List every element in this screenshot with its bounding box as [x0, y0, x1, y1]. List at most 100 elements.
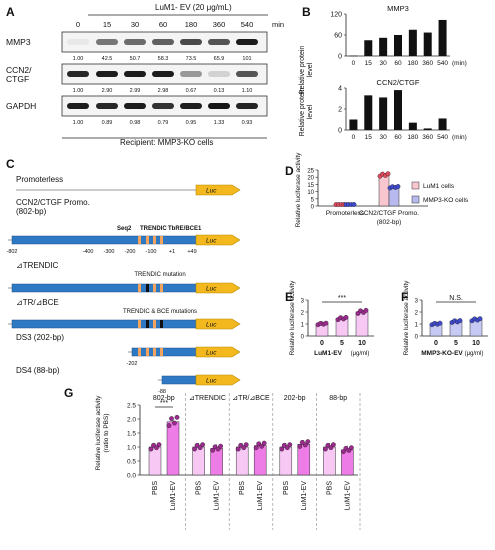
timepoint-label: 30	[131, 20, 139, 29]
g-xtick-label: PBS	[283, 481, 290, 495]
blot-band	[236, 103, 258, 109]
western-blots: MMP3 1.00 42.5 50.7 58.3 73.5 65.9 101 CCN2/CTGF…	[6, 31, 268, 139]
b-xtick-label: 30	[380, 60, 388, 67]
b-bar	[423, 32, 432, 56]
timepoint-label: 180	[185, 20, 198, 29]
position-tick: -802	[6, 249, 17, 255]
blot-label: GAPDH	[6, 101, 36, 111]
mutation-note: TRENDIC & BCE mutations	[123, 309, 197, 315]
ytick-label: 2.5	[127, 403, 136, 410]
blot-band	[67, 39, 89, 45]
b-xtick-label: 540	[437, 134, 448, 141]
sig-label: ***	[338, 295, 346, 302]
ylabel: Relative luciferase activity	[403, 280, 410, 356]
blot-band	[96, 103, 118, 109]
construct-sub: (802-bp)	[16, 207, 47, 216]
luc-label: Luc	[206, 350, 217, 357]
xunit: (μg/ml)	[465, 351, 484, 357]
d-bar	[378, 174, 390, 207]
ytick-label: 3	[301, 299, 305, 305]
ylabel: Relative luciferase activity	[289, 280, 296, 356]
site-mark	[138, 236, 141, 244]
data-point	[148, 446, 154, 452]
d-xtick-label: Promoterless	[326, 210, 365, 217]
legend-label: LuM1 cells	[423, 183, 455, 190]
g-xtick-label: LuM1-EV	[170, 481, 177, 511]
b-ylabel-line: level	[307, 104, 314, 119]
site-mark	[153, 284, 156, 292]
blot-label-line: CTGF	[6, 74, 29, 84]
site-mark	[160, 284, 163, 292]
blot-band	[96, 39, 118, 45]
b-bar	[394, 35, 402, 56]
b-xtick-label: 15	[365, 60, 373, 67]
xtick-label: 5	[454, 340, 458, 347]
data-point	[243, 442, 249, 448]
construct-name: ⊿TRENDIC	[16, 261, 58, 270]
quant-value: 65.9	[214, 56, 225, 62]
data-point	[351, 202, 357, 207]
g-xtick-label: LuM1-EV	[214, 481, 221, 511]
ytick-label: 0	[311, 205, 315, 211]
ytick-label: 0	[301, 335, 305, 341]
b-chart-title: CCN2/CTGF	[377, 78, 420, 87]
blot-band	[236, 39, 258, 45]
quant-value: 0.79	[158, 120, 169, 126]
blot-band	[152, 39, 174, 45]
b-x-unit: (min)	[452, 134, 467, 141]
xtick-label: 5	[340, 340, 344, 347]
timepoint-label: 360	[213, 20, 226, 29]
construct-name: DS4 (88-bp)	[16, 366, 60, 375]
d-xtick-label: (802-bp)	[377, 219, 402, 226]
quant-value: 0.98	[130, 120, 141, 126]
site-label: TRENDIC	[140, 226, 167, 232]
b-ytick-label: 0	[338, 54, 342, 61]
quant-value: 2.98	[158, 88, 169, 94]
recipient-label: Recipient: MMP3-KO cells	[120, 138, 213, 147]
construct-name: CCN2/CTGF Promo.	[16, 198, 90, 207]
chart-g: 0.0 0.5 1.0 1.5 2.0 2.5 Relative luciferase ac…	[95, 393, 361, 530]
quant-value: 101	[242, 56, 251, 62]
b-ytick-label: 60	[334, 33, 342, 40]
b-bar	[364, 40, 373, 56]
group-label: ⊿TRENDIC	[189, 395, 226, 402]
b-bar	[438, 19, 447, 56]
g-xtick-label: PBS	[152, 481, 159, 495]
site-mark	[138, 284, 141, 292]
timepoint-label: 60	[159, 20, 167, 29]
site-mark	[138, 348, 141, 356]
luc-gene	[195, 346, 241, 358]
luc-gene	[195, 184, 241, 196]
b-xtick-label: 15	[365, 134, 373, 141]
site-mark	[146, 284, 149, 292]
data-point	[210, 447, 216, 453]
site-mark	[153, 348, 156, 356]
luc-label: Luc	[206, 286, 217, 293]
b-bar	[394, 90, 402, 130]
blot-band	[124, 103, 146, 109]
luc-label: Luc	[206, 188, 217, 195]
treatment-label: LuM1- EV (20 μg/mL)	[155, 3, 232, 12]
data-point	[343, 314, 349, 320]
data-point	[323, 320, 329, 326]
ytick-label: 0	[415, 335, 419, 341]
blot-band	[67, 103, 89, 109]
construct-name: DS3 (202-bp)	[16, 333, 64, 342]
luc-label: Luc	[206, 238, 217, 245]
blot-band	[180, 103, 202, 109]
data-point	[259, 443, 265, 449]
b-ytick-label: 4	[338, 86, 342, 93]
ytick-label: 25	[307, 169, 314, 175]
quant-value: 50.7	[130, 56, 141, 62]
promoter-box	[161, 375, 197, 385]
quant-value: 0.13	[214, 88, 225, 94]
ytick-label: 2	[301, 311, 305, 317]
position-tick: -400	[82, 249, 93, 255]
quant-value: 0.93	[242, 120, 253, 126]
b-bar	[423, 128, 432, 130]
ytick-label: 1.5	[127, 431, 136, 438]
blot-band	[124, 71, 146, 77]
blot-band	[208, 71, 230, 77]
xunit: (μg/ml)	[351, 351, 370, 357]
